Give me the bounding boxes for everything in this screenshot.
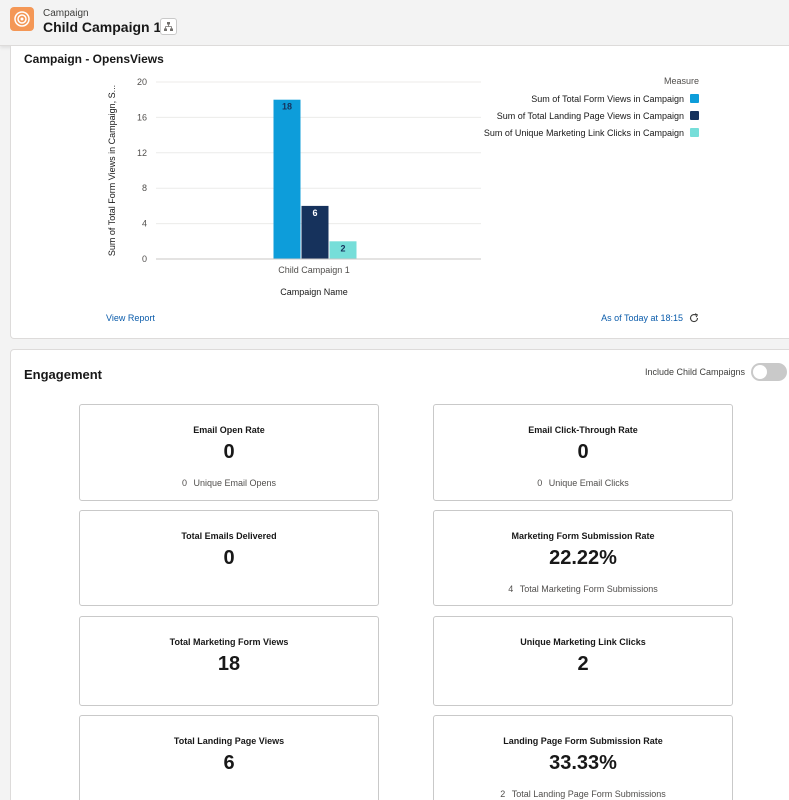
as-of-text: As of Today at 18:15 <box>601 313 683 323</box>
engagement-title: Engagement <box>24 367 103 382</box>
metric-label: Total Marketing Form Views <box>169 637 289 647</box>
metric-sub-label: Unique Email Opens <box>193 478 277 488</box>
toggle-label: Include Child Campaigns <box>644 367 745 377</box>
legend-item[interactable]: Sum of Total Landing Page Views in Campa… <box>484 111 699 128</box>
metric-label: Marketing Form Submission Rate <box>511 531 655 541</box>
bar-data-label: 18 <box>282 102 292 112</box>
bar <box>273 99 301 259</box>
metric-tile: Total Landing Page Views 6 <box>79 715 379 800</box>
y-tick-label: 8 <box>142 183 147 193</box>
bar <box>301 205 329 259</box>
chart-card-title: Campaign - OpensViews <box>24 52 164 66</box>
x-axis-label: Campaign Name <box>280 287 348 297</box>
toggle-knob <box>753 365 767 379</box>
as-of-timestamp: As of Today at 18:15 <box>601 313 699 323</box>
metric-subtext: 0 Unique Email Opens <box>80 478 378 488</box>
include-child-campaigns-toggle[interactable]: Include Child Campaigns <box>645 363 787 381</box>
metric-sub-label: Total Marketing Form Submissions <box>519 584 658 594</box>
legend-item-label: Sum of Total Form Views in Campaign <box>531 94 684 104</box>
record-header: Campaign Child Campaign 1 <box>0 0 789 46</box>
metric-sub-count: 0 <box>537 478 543 488</box>
metric-value: 18 <box>217 653 241 675</box>
metric-label: Landing Page Form Submission Rate <box>503 736 663 746</box>
object-type-label: Campaign <box>43 8 89 19</box>
metric-label: Total Emails Delivered <box>181 531 277 541</box>
legend-swatch <box>690 111 699 120</box>
metric-tile: Total Marketing Form Views 18 <box>79 616 379 706</box>
view-report-link[interactable]: View Report <box>106 313 155 323</box>
chart-card: Campaign - OpensViews 0 4 8 12 16 20 18 6 2 Child… <box>10 46 789 339</box>
metric-sub-count: 2 <box>500 789 506 799</box>
metric-value: 22.22% <box>549 547 617 569</box>
hierarchy-icon[interactable] <box>160 18 177 35</box>
metric-sub-count: 0 <box>181 478 187 488</box>
metric-subtext: 0 Unique Email Clicks <box>434 478 732 488</box>
y-tick-label: 12 <box>137 148 147 158</box>
legend-swatch <box>690 128 699 137</box>
metric-label: Unique Marketing Link Clicks <box>520 637 646 647</box>
y-tick-label: 0 <box>142 254 147 264</box>
toggle-switch[interactable] <box>751 363 787 381</box>
metric-tile: Landing Page Form Submission Rate 33.33%… <box>433 715 733 800</box>
metric-subtext: 4 Total Marketing Form Submissions <box>434 584 732 594</box>
metric-sub-label: Unique Email Clicks <box>548 478 629 488</box>
campaign-target-icon <box>10 7 34 31</box>
metric-value: 0 <box>223 547 235 569</box>
record-title: Child Campaign 1 <box>43 19 162 35</box>
engagement-card: Engagement Include Child Campaigns Email… <box>10 349 789 800</box>
legend-item[interactable]: Sum of Total Form Views in Campaign <box>484 94 699 111</box>
metric-value: 2 <box>577 653 589 675</box>
metric-value: 6 <box>223 752 235 774</box>
metric-value: 0 <box>577 441 589 463</box>
y-tick-label: 16 <box>137 112 147 122</box>
metric-label: Email Click-Through Rate <box>528 425 638 435</box>
legend-item[interactable]: Sum of Unique Marketing Link Clicks in C… <box>484 128 699 145</box>
y-tick-label: 20 <box>137 77 147 87</box>
legend-item-label: Sum of Unique Marketing Link Clicks in C… <box>483 128 684 138</box>
metric-sub-count: 4 <box>508 584 514 594</box>
legend-swatch <box>690 94 699 103</box>
metric-tile: Marketing Form Submission Rate 22.22% 4 T… <box>433 510 733 606</box>
metric-tile: Unique Marketing Link Clicks 2 <box>433 616 733 706</box>
metric-sub-label: Total Landing Page Form Submissions <box>511 789 666 799</box>
chart-legend: Measure Sum of Total Form Views in Campa… <box>484 76 699 145</box>
bar-data-label: 6 <box>312 208 317 218</box>
refresh-icon[interactable] <box>689 313 699 323</box>
metric-subtext: 2 Total Landing Page Form Submissions <box>434 789 732 799</box>
metric-tile: Total Emails Delivered 0 <box>79 510 379 606</box>
y-tick-label: 4 <box>142 219 147 229</box>
legend-item-label: Sum of Total Landing Page Views in Campa… <box>496 111 684 121</box>
bar-data-label: 2 <box>340 243 345 253</box>
bar <box>329 241 357 259</box>
bar-chart: 0 4 8 12 16 20 18 6 2 Child Campaign 1 Campaign Na… <box>107 77 481 297</box>
y-axis-label: Sum of Total Form Views in Campaign, S..… <box>107 85 117 256</box>
metric-value: 33.33% <box>549 752 617 774</box>
x-tick-label: Child Campaign 1 <box>278 265 350 275</box>
legend-title: Measure <box>663 76 699 86</box>
metric-label: Email Open Rate <box>193 425 265 435</box>
metric-value: 0 <box>223 441 235 463</box>
metric-label: Total Landing Page Views <box>173 736 285 746</box>
